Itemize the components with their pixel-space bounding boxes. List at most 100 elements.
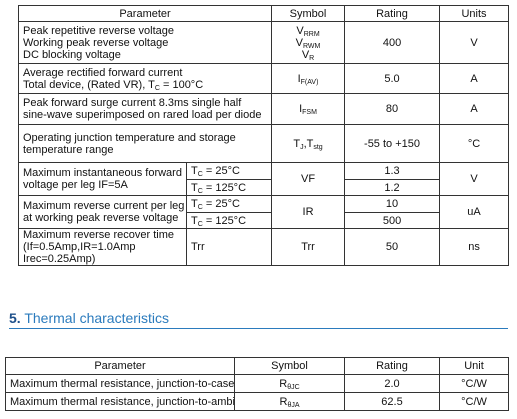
text: -55 to +150 [364,137,420,150]
cell: VF [271,162,346,196]
text: 1.2 [384,181,400,194]
text: R [279,377,288,390]
cell: RθJA [234,392,345,411]
header-cell: Parameter [17,5,273,22]
header-cell: Rating [344,357,440,375]
cell: Average rectified forward current Total d… [17,63,273,94]
text: V [301,48,310,61]
text: 62.5 [381,395,403,408]
row: Average rectified forward current Total d… [17,63,510,94]
text: Maximum reverse current per leg [23,200,185,212]
text: °C/W [461,377,487,390]
section-title: Thermal characteristics [24,310,170,326]
cell: 2.0 [344,374,440,393]
line: Maximum reverse recover time [23,229,182,242]
text: Maximum thermal resistance, junction-to-… [10,377,235,390]
text: 50 [385,241,399,253]
text: I [297,72,301,85]
cell: -55 to +150 [344,124,441,163]
text: Unit [464,360,484,372]
text: Irec=0.25Amp) [23,253,96,265]
text: A [470,103,478,115]
line: Total device, (Rated VR), TC = 100°C [23,78,267,92]
text: 2.0 [384,377,400,390]
header-cell: Unit [439,357,509,375]
cell: °C [439,124,510,163]
cell: Peak repetitive reverse voltage Working p… [17,21,273,64]
text: Average rectified forward current [23,66,183,79]
text: Trr [301,241,315,253]
cell: 5.0 [344,63,441,94]
text: = 25°C [202,198,240,210]
text: T [293,137,301,150]
text: (If=0.5Amp,IR=1.0Amp [23,241,136,253]
cell: Peak forward surge current 8.3ms single … [17,93,273,125]
text: = 125°C [202,181,247,194]
text: 1.3 [384,165,400,177]
cell: V [439,21,510,64]
cell: Trr [185,228,273,266]
header-cell: Symbol [234,357,345,375]
text: at working peak reverse voltage [23,212,179,224]
cell: RθJC [234,374,345,393]
text: Maximum reverse recover time [23,229,174,242]
subscript: C [154,84,160,92]
line: temperature range [23,144,267,156]
text: °C [467,137,481,150]
line: Maximum reverse current per leg [23,200,185,212]
header-cell: Units [439,5,510,22]
text: Symbol [289,7,327,20]
text: A [470,72,478,85]
row: Maximum reverse recover time (If=0.5Amp,I… [18,228,510,266]
text: Total device, (Rated VR), T [23,78,155,91]
subscript: θJA [287,401,300,409]
text: 500 [382,214,402,227]
text: Rating [376,7,408,20]
text: 10 [385,198,399,210]
cell: TC = 25°C [185,162,273,180]
thermal-table: Parameter Symbol Rating Unit Maximum thermal… [5,357,509,411]
line: at working peak reverse voltage [23,212,182,224]
line: VRWM [276,37,340,50]
cell: Maximum thermal resistance, junction-to-… [5,374,235,393]
cell: ns [439,228,510,266]
line: Operating junction temperature and stora… [23,132,267,144]
line: voltage per leg IF=5A [23,179,182,191]
text: Rating [376,360,408,372]
text: Parameter [119,7,171,20]
cell: Trr [271,228,346,266]
cell: TJ,Tstg [271,124,346,163]
cell: 80 [344,93,441,125]
text: = 100°C [159,78,204,91]
text: T [191,214,198,227]
text: ns [468,241,480,253]
cell: Operating junction temperature and stora… [17,124,273,163]
header-cell: Parameter [5,357,235,375]
cell: Maximum reverse recover time (If=0.5Amp,I… [18,228,187,266]
text: temperature range [23,143,114,156]
cell: 50 [344,228,441,266]
text: I [299,103,303,115]
text: Peak forward surge current 8.3ms single … [23,97,242,109]
row: TC = 125°C 500 [19,212,509,229]
text: sine-wave superimposed on rared load per… [23,109,262,121]
text: T [191,181,198,194]
cell: A [439,63,510,94]
cell: 400 [344,21,441,64]
section-number: 5. [9,310,21,326]
line: Working peak reverse voltage [23,37,267,49]
cell: IR [271,195,346,229]
text: = 125°C [202,214,247,227]
header-cell: Symbol [271,5,346,22]
subscript: C [197,204,203,211]
line: DC blocking voltage [23,49,267,61]
text: voltage per leg IF=5A [23,179,128,191]
line: VRRM [276,25,340,38]
cell: Maximum thermal resistance, junction-to-… [5,392,235,411]
row: Peak repetitive reverse voltage Working p… [17,21,510,64]
cell: TC = 125°C [185,212,273,229]
text: V [470,173,478,185]
text: T [191,165,198,177]
cell: 1.2 [344,179,441,196]
